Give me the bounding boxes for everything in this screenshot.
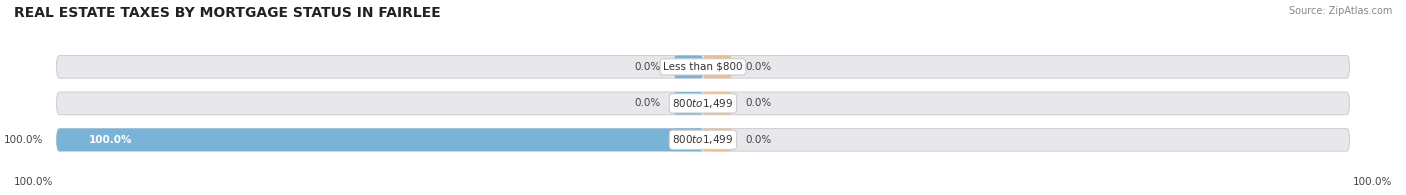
- Text: 100.0%: 100.0%: [1353, 177, 1392, 187]
- Text: 100.0%: 100.0%: [4, 135, 44, 145]
- FancyBboxPatch shape: [703, 56, 733, 78]
- Text: 100.0%: 100.0%: [14, 177, 53, 187]
- FancyBboxPatch shape: [56, 56, 1350, 78]
- Text: 0.0%: 0.0%: [745, 62, 772, 72]
- Text: Less than $800: Less than $800: [664, 62, 742, 72]
- FancyBboxPatch shape: [673, 56, 703, 78]
- FancyBboxPatch shape: [703, 129, 733, 151]
- FancyBboxPatch shape: [56, 92, 1350, 115]
- Text: $800 to $1,499: $800 to $1,499: [672, 97, 734, 110]
- Text: 0.0%: 0.0%: [745, 98, 772, 108]
- Text: REAL ESTATE TAXES BY MORTGAGE STATUS IN FAIRLEE: REAL ESTATE TAXES BY MORTGAGE STATUS IN …: [14, 6, 441, 20]
- FancyBboxPatch shape: [673, 92, 703, 115]
- Text: 100.0%: 100.0%: [89, 135, 132, 145]
- FancyBboxPatch shape: [703, 92, 733, 115]
- Text: 0.0%: 0.0%: [634, 98, 661, 108]
- FancyBboxPatch shape: [56, 129, 1350, 151]
- FancyBboxPatch shape: [673, 129, 703, 151]
- Text: 0.0%: 0.0%: [745, 135, 772, 145]
- Text: 0.0%: 0.0%: [634, 62, 661, 72]
- Text: $800 to $1,499: $800 to $1,499: [672, 133, 734, 146]
- Text: Source: ZipAtlas.com: Source: ZipAtlas.com: [1288, 6, 1392, 16]
- FancyBboxPatch shape: [56, 129, 703, 151]
